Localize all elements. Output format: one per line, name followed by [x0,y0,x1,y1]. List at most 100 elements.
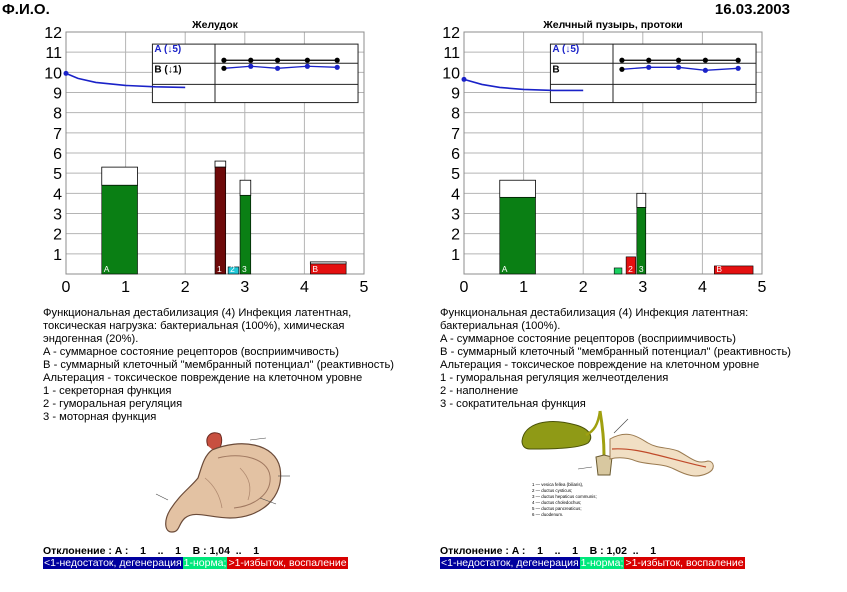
y-tick-label: 6 [53,146,62,163]
inset-point-a [221,57,227,63]
x-tick-label: 2 [181,279,190,296]
y-tick-label: 2 [451,227,460,244]
inset-point-b [646,64,652,70]
bar [636,207,647,275]
trend-curve [463,78,584,92]
y-tick-label: 1 [53,247,62,264]
bar-outline [101,166,138,186]
y-tick-label: 9 [451,86,460,103]
description-line: 3 - моторная функция [43,411,157,423]
bar-outline [239,179,252,196]
x-tick-label: 4 [300,279,309,296]
y-tick-label: 1 [451,247,460,264]
gallbladder-caption: 2 — ductus cysticus; [532,488,572,493]
gallbladder-illustration: 1 — vesica fellea (biliaris),2 — ductus … [521,410,714,517]
bar [499,197,536,275]
inset-point-a [646,57,652,63]
description-line: A - суммарное состояние рецепторов (восп… [43,346,339,358]
legend-high: >1-избыток, воспаление [227,557,348,569]
y-tick-label: 11 [443,45,460,62]
description-line: эндогенная (20%). [43,333,139,345]
inset-label-b: B (↓1) [154,64,181,75]
x-tick-label: 1 [519,279,528,296]
bar [101,184,138,275]
description-line: Функциональная дестабилизация (4) Инфекц… [440,307,749,319]
inset-point-b [675,64,682,70]
y-tick-label: 9 [53,86,62,103]
bar [227,266,240,275]
inset-point-b [334,64,340,70]
description-line: A - суммарное состояние рецепторов (восп… [440,333,736,345]
inset-point-b [274,65,281,71]
description-line: бактериальная (100%). [440,320,561,332]
bar-label: 3 [242,264,247,274]
inset-point-b [619,66,625,72]
legend-norm: 1-норма; [579,557,625,569]
legend-low: <1-недостаток, дегенерация [43,557,183,569]
trend-curve [65,72,186,89]
y-tick-label: 7 [451,126,460,143]
y-tick-label: 5 [451,166,460,183]
inset-point-b [702,67,708,73]
y-tick-label: 4 [451,186,460,203]
inset-frame [151,43,359,104]
stomach-legend: <1-недостаток, дегенерация 1-норма; >1-изб… [43,557,348,569]
bar [613,267,623,275]
bar-label: 2 [628,264,633,274]
y-tick-label: 12 [442,25,460,42]
y-tick-label: 8 [53,106,62,123]
inset-point-a [619,57,625,63]
description-line: Функциональная дестабилизация (4) Инфекц… [43,307,352,319]
inset-point-a [304,57,310,63]
gallbladder-description: Функциональная дестабилизация (4) Инфекц… [440,307,830,411]
y-tick-label: 10 [442,65,460,82]
inset-point-a [248,57,254,63]
description-line: 1 - гуморальная регуляция желчеотделения [440,372,669,384]
legend-high: >1-избыток, воспаление [624,557,745,569]
chart-title: Желчный пузырь, протоки [542,19,682,31]
description-line: 3 - сократительная функция [440,398,586,410]
x-tick-label: 1 [121,279,130,296]
bar [310,263,347,275]
legend-norm: 1-норма; [182,557,228,569]
inset-point-a [334,57,340,63]
inset-frame [549,43,757,104]
bar-label: B [312,264,318,274]
description-line: B - суммарный клеточный "мембранный поте… [43,359,395,371]
stomach-deviation: Отклонение : A : 1 .. 1 B : 1,04 .. 1 [43,545,260,557]
gallbladder-caption: 4 — ductus choledochus; [532,500,581,505]
y-tick-label: 12 [44,25,62,42]
trend-start-point [63,70,69,76]
inset-label-b: B [552,64,559,75]
y-tick-label: 4 [53,186,62,203]
description-line: 1 - секреторная функция [43,385,172,397]
gallbladder-deviation: Отклонение : A : 1 .. 1 B : 1,02 .. 1 [440,545,657,557]
bar [239,195,252,275]
bar [625,256,636,275]
x-tick-label: 0 [62,279,71,296]
bar-outline [214,160,227,168]
x-tick-label: 5 [758,279,767,296]
x-tick-label: 4 [698,279,707,296]
x-tick-label: 2 [579,279,588,296]
legend-low: <1-недостаток, дегенерация [440,557,580,569]
inset-point-a [735,57,741,63]
gallbladder-legend: <1-недостаток, дегенерация 1-норма; >1-изб… [440,557,745,569]
inset-point-a [675,57,682,63]
description-line: B - суммарный клеточный "мембранный поте… [440,346,792,358]
bar-label: B [716,264,722,274]
inset-point-b [248,63,254,69]
trend-start-point [461,76,467,82]
bar [714,265,754,275]
description-line: Альтерация - токсическое повреждение на … [43,372,363,384]
y-tick-label: 3 [451,207,460,224]
y-tick-label: 6 [451,146,460,163]
report-date: 16.03.2003 [714,1,790,18]
bar-label: A [104,264,110,274]
x-tick-label: 3 [240,279,249,296]
bar-label: 2 [230,264,235,274]
y-tick-label: 8 [451,106,460,123]
gallbladder-caption: 3 — ductus hepaticus communis; [532,494,597,499]
inset-label-a: A (↓5) [552,44,579,55]
